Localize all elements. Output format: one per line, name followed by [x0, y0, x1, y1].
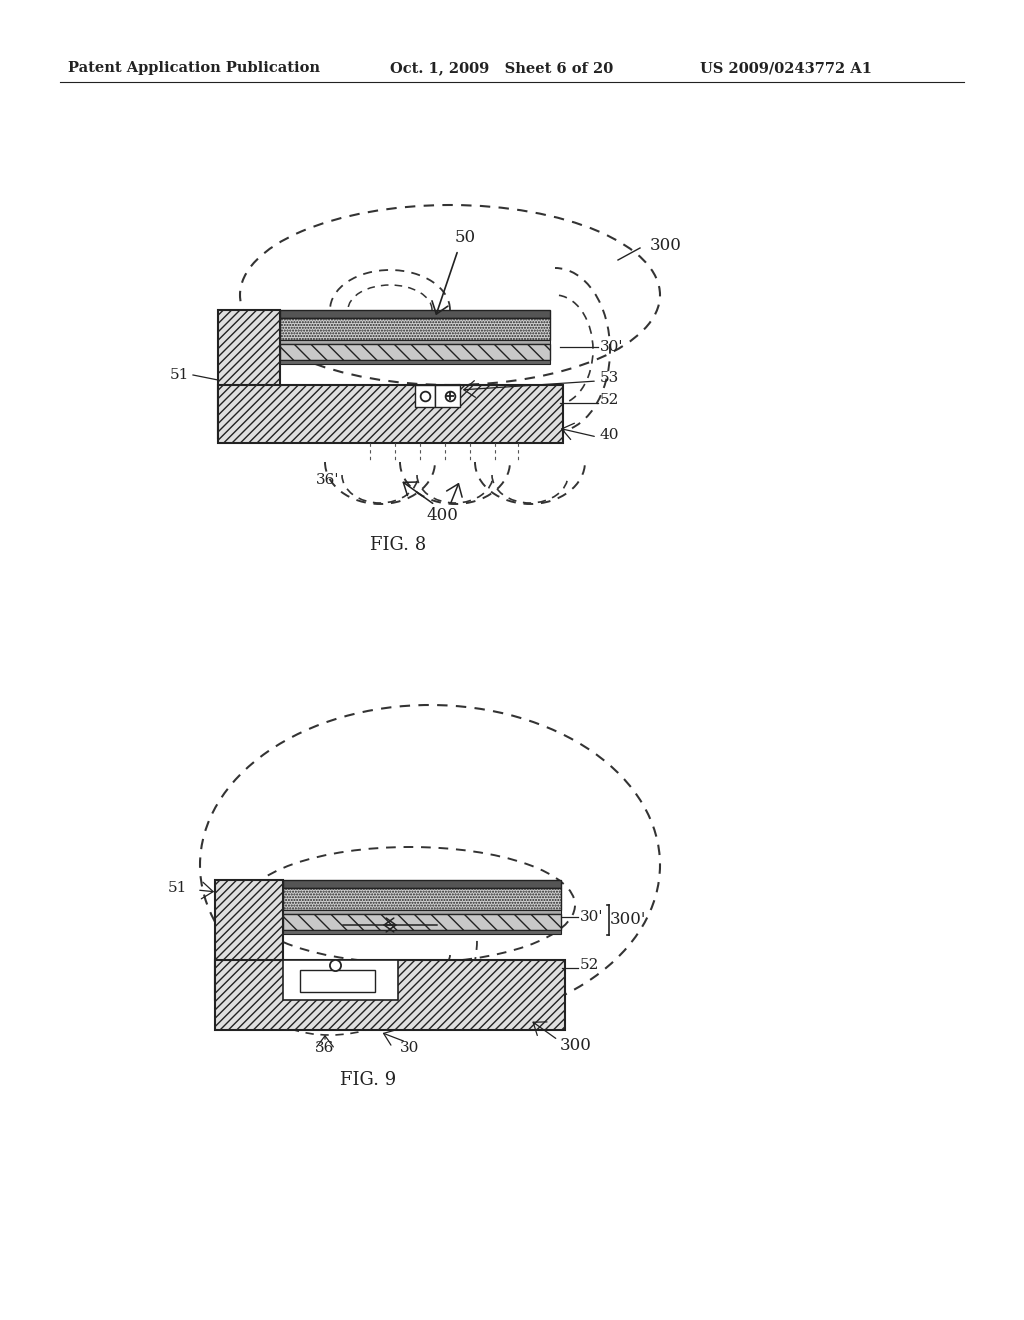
- Text: 300: 300: [650, 236, 682, 253]
- Text: 30': 30': [600, 341, 624, 354]
- Bar: [283, 880, 561, 888]
- Bar: [283, 888, 561, 909]
- Bar: [280, 318, 550, 341]
- Text: 36: 36: [315, 1041, 335, 1055]
- Text: 36': 36': [316, 473, 340, 487]
- Text: 300': 300': [610, 912, 646, 928]
- Text: 52: 52: [580, 958, 599, 972]
- Bar: [283, 960, 398, 1001]
- Text: 51: 51: [168, 880, 187, 895]
- Text: 30: 30: [400, 1041, 420, 1055]
- Bar: [300, 970, 375, 993]
- Bar: [283, 909, 561, 913]
- Text: US 2009/0243772 A1: US 2009/0243772 A1: [700, 61, 872, 75]
- Text: 40: 40: [600, 428, 620, 442]
- Text: 300: 300: [560, 1036, 592, 1053]
- Text: FIG. 8: FIG. 8: [370, 536, 426, 554]
- Text: 400: 400: [426, 507, 458, 524]
- Text: 52: 52: [600, 393, 620, 407]
- Text: 50: 50: [455, 230, 476, 247]
- Bar: [283, 931, 561, 935]
- Bar: [280, 341, 550, 345]
- Bar: [215, 960, 565, 1030]
- Text: 51: 51: [170, 368, 189, 381]
- Bar: [215, 880, 283, 1001]
- Bar: [415, 385, 435, 407]
- Bar: [435, 385, 460, 407]
- Text: 30': 30': [580, 909, 603, 924]
- Text: Patent Application Publication: Patent Application Publication: [68, 61, 319, 75]
- Text: 53: 53: [600, 371, 620, 385]
- Bar: [280, 310, 550, 318]
- Bar: [283, 913, 561, 931]
- Bar: [218, 385, 563, 444]
- Text: Oct. 1, 2009   Sheet 6 of 20: Oct. 1, 2009 Sheet 6 of 20: [390, 61, 613, 75]
- Bar: [218, 310, 280, 438]
- Bar: [280, 360, 550, 364]
- Bar: [280, 345, 550, 360]
- Text: FIG. 9: FIG. 9: [340, 1071, 396, 1089]
